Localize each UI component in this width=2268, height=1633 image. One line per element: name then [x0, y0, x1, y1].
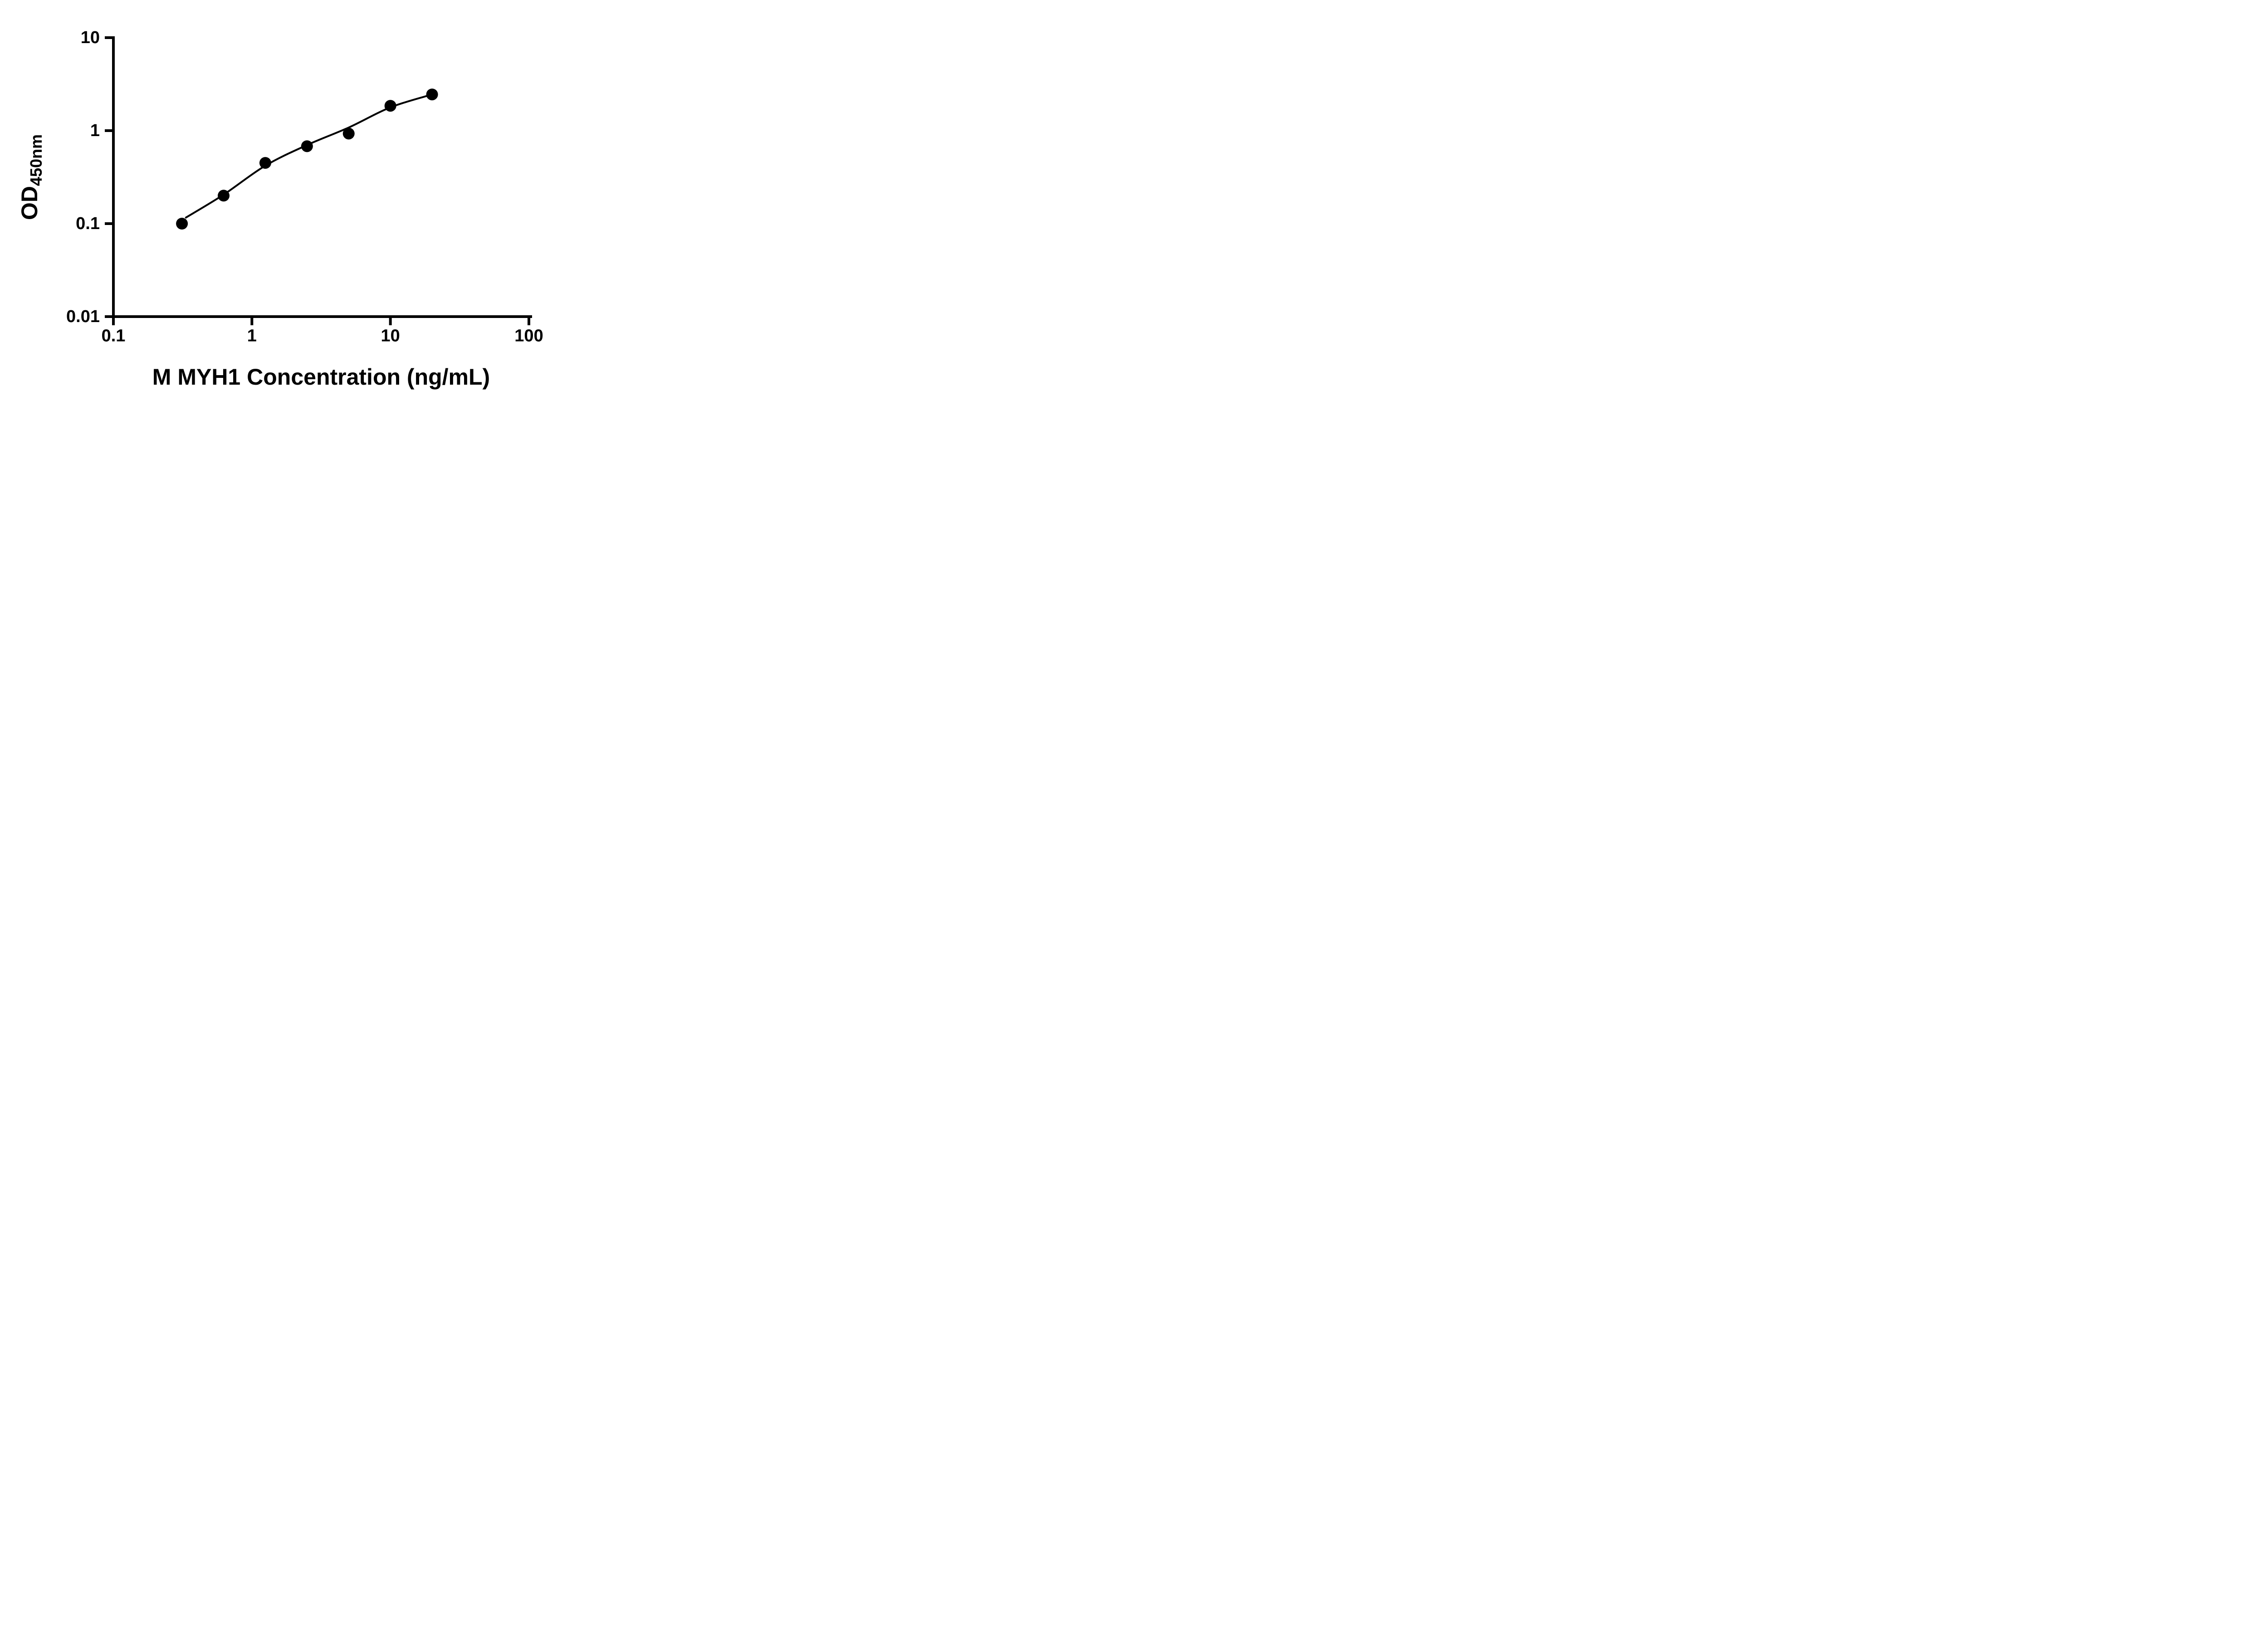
- y-tick-label: 10: [81, 28, 100, 47]
- x-axis-title: M MYH1 Concentration (ng/mL): [152, 364, 490, 390]
- x-tick-label: 1: [247, 326, 257, 345]
- elisa-standard-curve-figure: 10 1 0.1 0.01 0.1 1 10 100 M MYH1 Concentration…: [0, 0, 583, 408]
- x-tick-label: 0.1: [102, 326, 126, 345]
- x-tick-label: 10: [381, 326, 400, 345]
- y-axis-title-subscript: 450nm: [27, 134, 45, 186]
- data-point: [176, 218, 188, 230]
- data-point: [259, 157, 271, 169]
- y-axis-title: OD450nm: [17, 134, 45, 220]
- data-point: [342, 127, 355, 140]
- data-point: [301, 140, 313, 152]
- y-tick-label: 1: [90, 121, 100, 140]
- x-tick-label: 100: [514, 326, 543, 345]
- data-point: [218, 190, 230, 202]
- tick-marks: [105, 36, 530, 325]
- data-point: [426, 88, 438, 101]
- data-point: [384, 100, 396, 112]
- y-tick-label: 0.01: [66, 307, 100, 326]
- data-points: [176, 88, 438, 230]
- y-tick-label: 0.1: [76, 214, 100, 233]
- y-axis-title-main: OD: [17, 186, 42, 220]
- axes: [112, 36, 532, 318]
